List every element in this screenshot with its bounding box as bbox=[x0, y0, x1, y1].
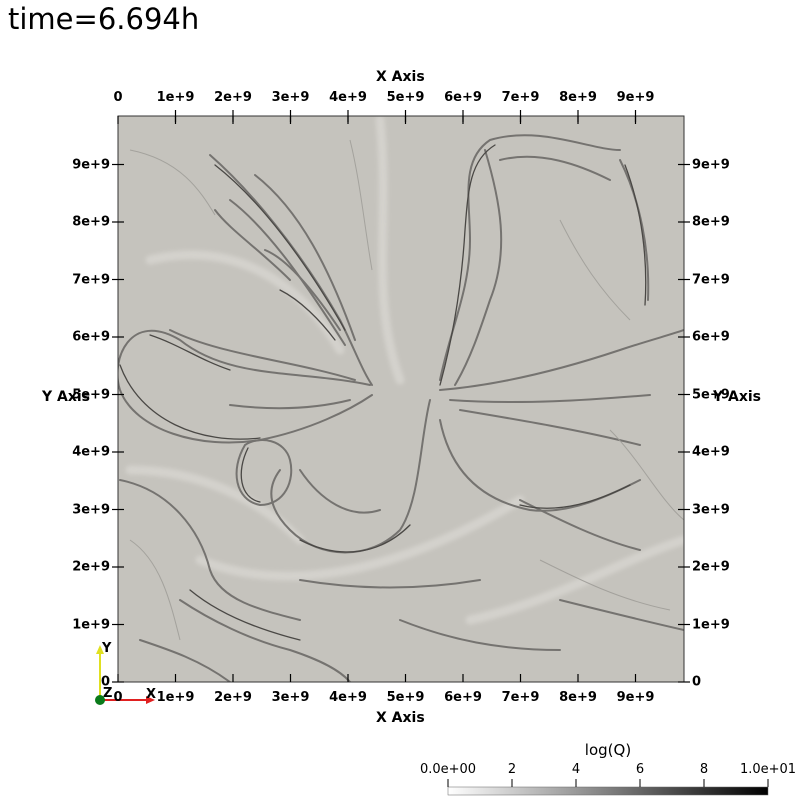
y-tick-label-right: 1e+9 bbox=[692, 617, 730, 632]
x-tick-label-bottom: 5e+9 bbox=[386, 690, 425, 705]
y-tick-label-left: 5e+9 bbox=[72, 387, 110, 402]
colorbar-label: 1.0e+01 bbox=[739, 762, 797, 777]
y-axis-title-left: Y Axis bbox=[42, 389, 91, 405]
x-tick-label-top: 2e+9 bbox=[214, 90, 252, 105]
colorbar-label: 4 bbox=[571, 762, 581, 777]
x-tick-label-top: 1e+9 bbox=[156, 90, 195, 105]
colorbar-title: log(Q) bbox=[584, 741, 632, 759]
x-arrowhead bbox=[146, 696, 155, 704]
x-tick-label-bottom: 1e+9 bbox=[156, 690, 195, 705]
y-tick-label-left: 8e+9 bbox=[72, 214, 110, 230]
colorbar-label: 0.0e+00 bbox=[419, 762, 477, 777]
triad-z-label: Z bbox=[103, 686, 113, 701]
x-axis-title-bottom: X Axis bbox=[376, 710, 425, 726]
x-tick-label-top: 9e+9 bbox=[616, 90, 655, 105]
y-tick-label-left: 0 bbox=[100, 674, 110, 690]
y-tick-label-right: 5e+9 bbox=[692, 387, 730, 402]
x-tick-label-top: 0 bbox=[113, 90, 123, 105]
triad-y-label: Y bbox=[102, 641, 112, 656]
y-tick-label-left: 4e+9 bbox=[72, 444, 110, 460]
x-tick-label-bottom: 7e+9 bbox=[501, 690, 540, 705]
x-tick-label-bottom: 8e+9 bbox=[559, 690, 597, 705]
time-label: time=6.694h bbox=[8, 2, 200, 36]
x-tick-label-top: 3e+9 bbox=[271, 90, 310, 105]
orientation-axes-triad bbox=[95, 645, 155, 705]
y-tick-label-right: 8e+9 bbox=[692, 214, 730, 230]
x-tick-label-bottom: 4e+9 bbox=[329, 690, 367, 705]
y-tick-label-left: 2e+9 bbox=[72, 559, 110, 575]
y-tick-label-left: 6e+9 bbox=[72, 329, 110, 345]
x-tick-label-top: 8e+9 bbox=[559, 90, 597, 105]
colorbar-label: 8 bbox=[699, 762, 709, 777]
y-tick-label-left: 1e+9 bbox=[72, 617, 110, 632]
y-tick-label-left: 7e+9 bbox=[72, 272, 110, 287]
x-tick-label-top: 7e+9 bbox=[501, 90, 540, 105]
x-tick-label-top: 4e+9 bbox=[329, 90, 367, 105]
x-tick-label-top: 5e+9 bbox=[386, 90, 425, 105]
plot-frame bbox=[117, 115, 685, 683]
y-tick-label-left: 3e+9 bbox=[72, 502, 110, 517]
x-axis-title-top: X Axis bbox=[376, 69, 425, 85]
y-tick-label-right: 2e+9 bbox=[692, 559, 730, 575]
y-axis-title-right: Y Axis bbox=[713, 389, 762, 405]
colorbar-tick-marks bbox=[447, 779, 769, 787]
y-tick-label-right: 4e+9 bbox=[692, 444, 730, 460]
colorbar-label: 2 bbox=[507, 762, 517, 777]
x-tick-label-bottom: 2e+9 bbox=[214, 690, 252, 705]
y-tick-label-right: 9e+9 bbox=[692, 157, 730, 172]
y-tick-label-right: 0 bbox=[692, 674, 702, 690]
y-tick-label-right: 6e+9 bbox=[692, 329, 730, 345]
z-dot bbox=[95, 695, 105, 705]
axis-tick-marks bbox=[112, 110, 690, 683]
colorbar bbox=[447, 786, 769, 796]
y-tick-label-right: 7e+9 bbox=[692, 272, 730, 287]
x-tick-label-bottom: 3e+9 bbox=[271, 690, 310, 705]
y-tick-label-right: 3e+9 bbox=[692, 502, 730, 517]
y-arrowhead bbox=[96, 645, 104, 654]
field-image bbox=[118, 116, 684, 682]
x-tick-label-top: 6e+9 bbox=[444, 90, 482, 105]
colorbar-label: 6 bbox=[635, 762, 645, 777]
x-tick-label-bottom: 6e+9 bbox=[444, 690, 482, 705]
x-tick-label-bottom: 0 bbox=[113, 690, 123, 705]
y-tick-label-left: 9e+9 bbox=[72, 157, 110, 172]
x-tick-label-bottom: 9e+9 bbox=[616, 690, 655, 705]
triad-x-label: X bbox=[146, 687, 157, 702]
